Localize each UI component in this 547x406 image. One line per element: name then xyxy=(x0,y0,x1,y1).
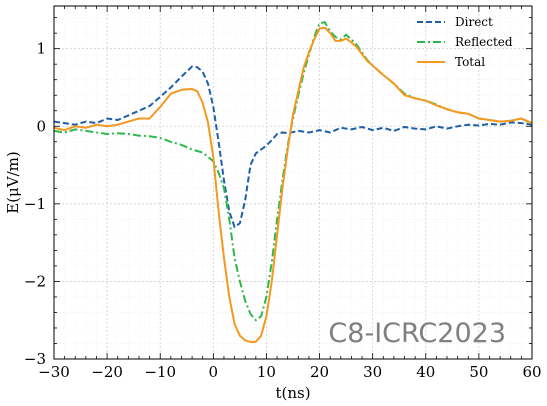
x-axis-label: t(ns) xyxy=(275,384,310,402)
series-line-total xyxy=(53,26,533,343)
y-tick-label: 1 xyxy=(36,40,46,58)
x-tick-label: 40 xyxy=(416,363,435,381)
x-tick-label: −30 xyxy=(38,363,70,381)
y-tick-label: −3 xyxy=(24,350,46,368)
legend-label-total: Total xyxy=(455,55,485,69)
x-tick-label: −20 xyxy=(91,363,123,381)
x-tick-label: 30 xyxy=(363,363,382,381)
grid xyxy=(53,6,533,360)
y-tick-label: −1 xyxy=(24,195,46,213)
plot-frame xyxy=(53,5,533,360)
plot-lines xyxy=(53,21,533,343)
legend-label-reflected: Reflected xyxy=(455,35,513,49)
x-tick-label: 20 xyxy=(310,363,329,381)
y-axis-label: E(μV/m) xyxy=(4,151,22,214)
x-tick-label: 50 xyxy=(469,363,488,381)
y-tick-label: −2 xyxy=(24,272,46,290)
x-tick-label: −10 xyxy=(144,363,176,381)
x-tick-label: 60 xyxy=(522,363,541,381)
series-line-direct xyxy=(53,65,533,229)
y-tick-label: 0 xyxy=(36,117,46,135)
tick-labels: −30 −20 −10 0 10 20 30 40 50 60−3−2−101 xyxy=(24,40,542,381)
watermark: C8-ICRC2023 xyxy=(328,318,506,349)
x-tick-label: 10 xyxy=(257,363,276,381)
ticks xyxy=(53,6,533,360)
legend: Direct Reflected Total xyxy=(417,15,513,69)
legend-label-direct: Direct xyxy=(455,15,493,29)
x-tick-label: 0 xyxy=(209,363,219,381)
